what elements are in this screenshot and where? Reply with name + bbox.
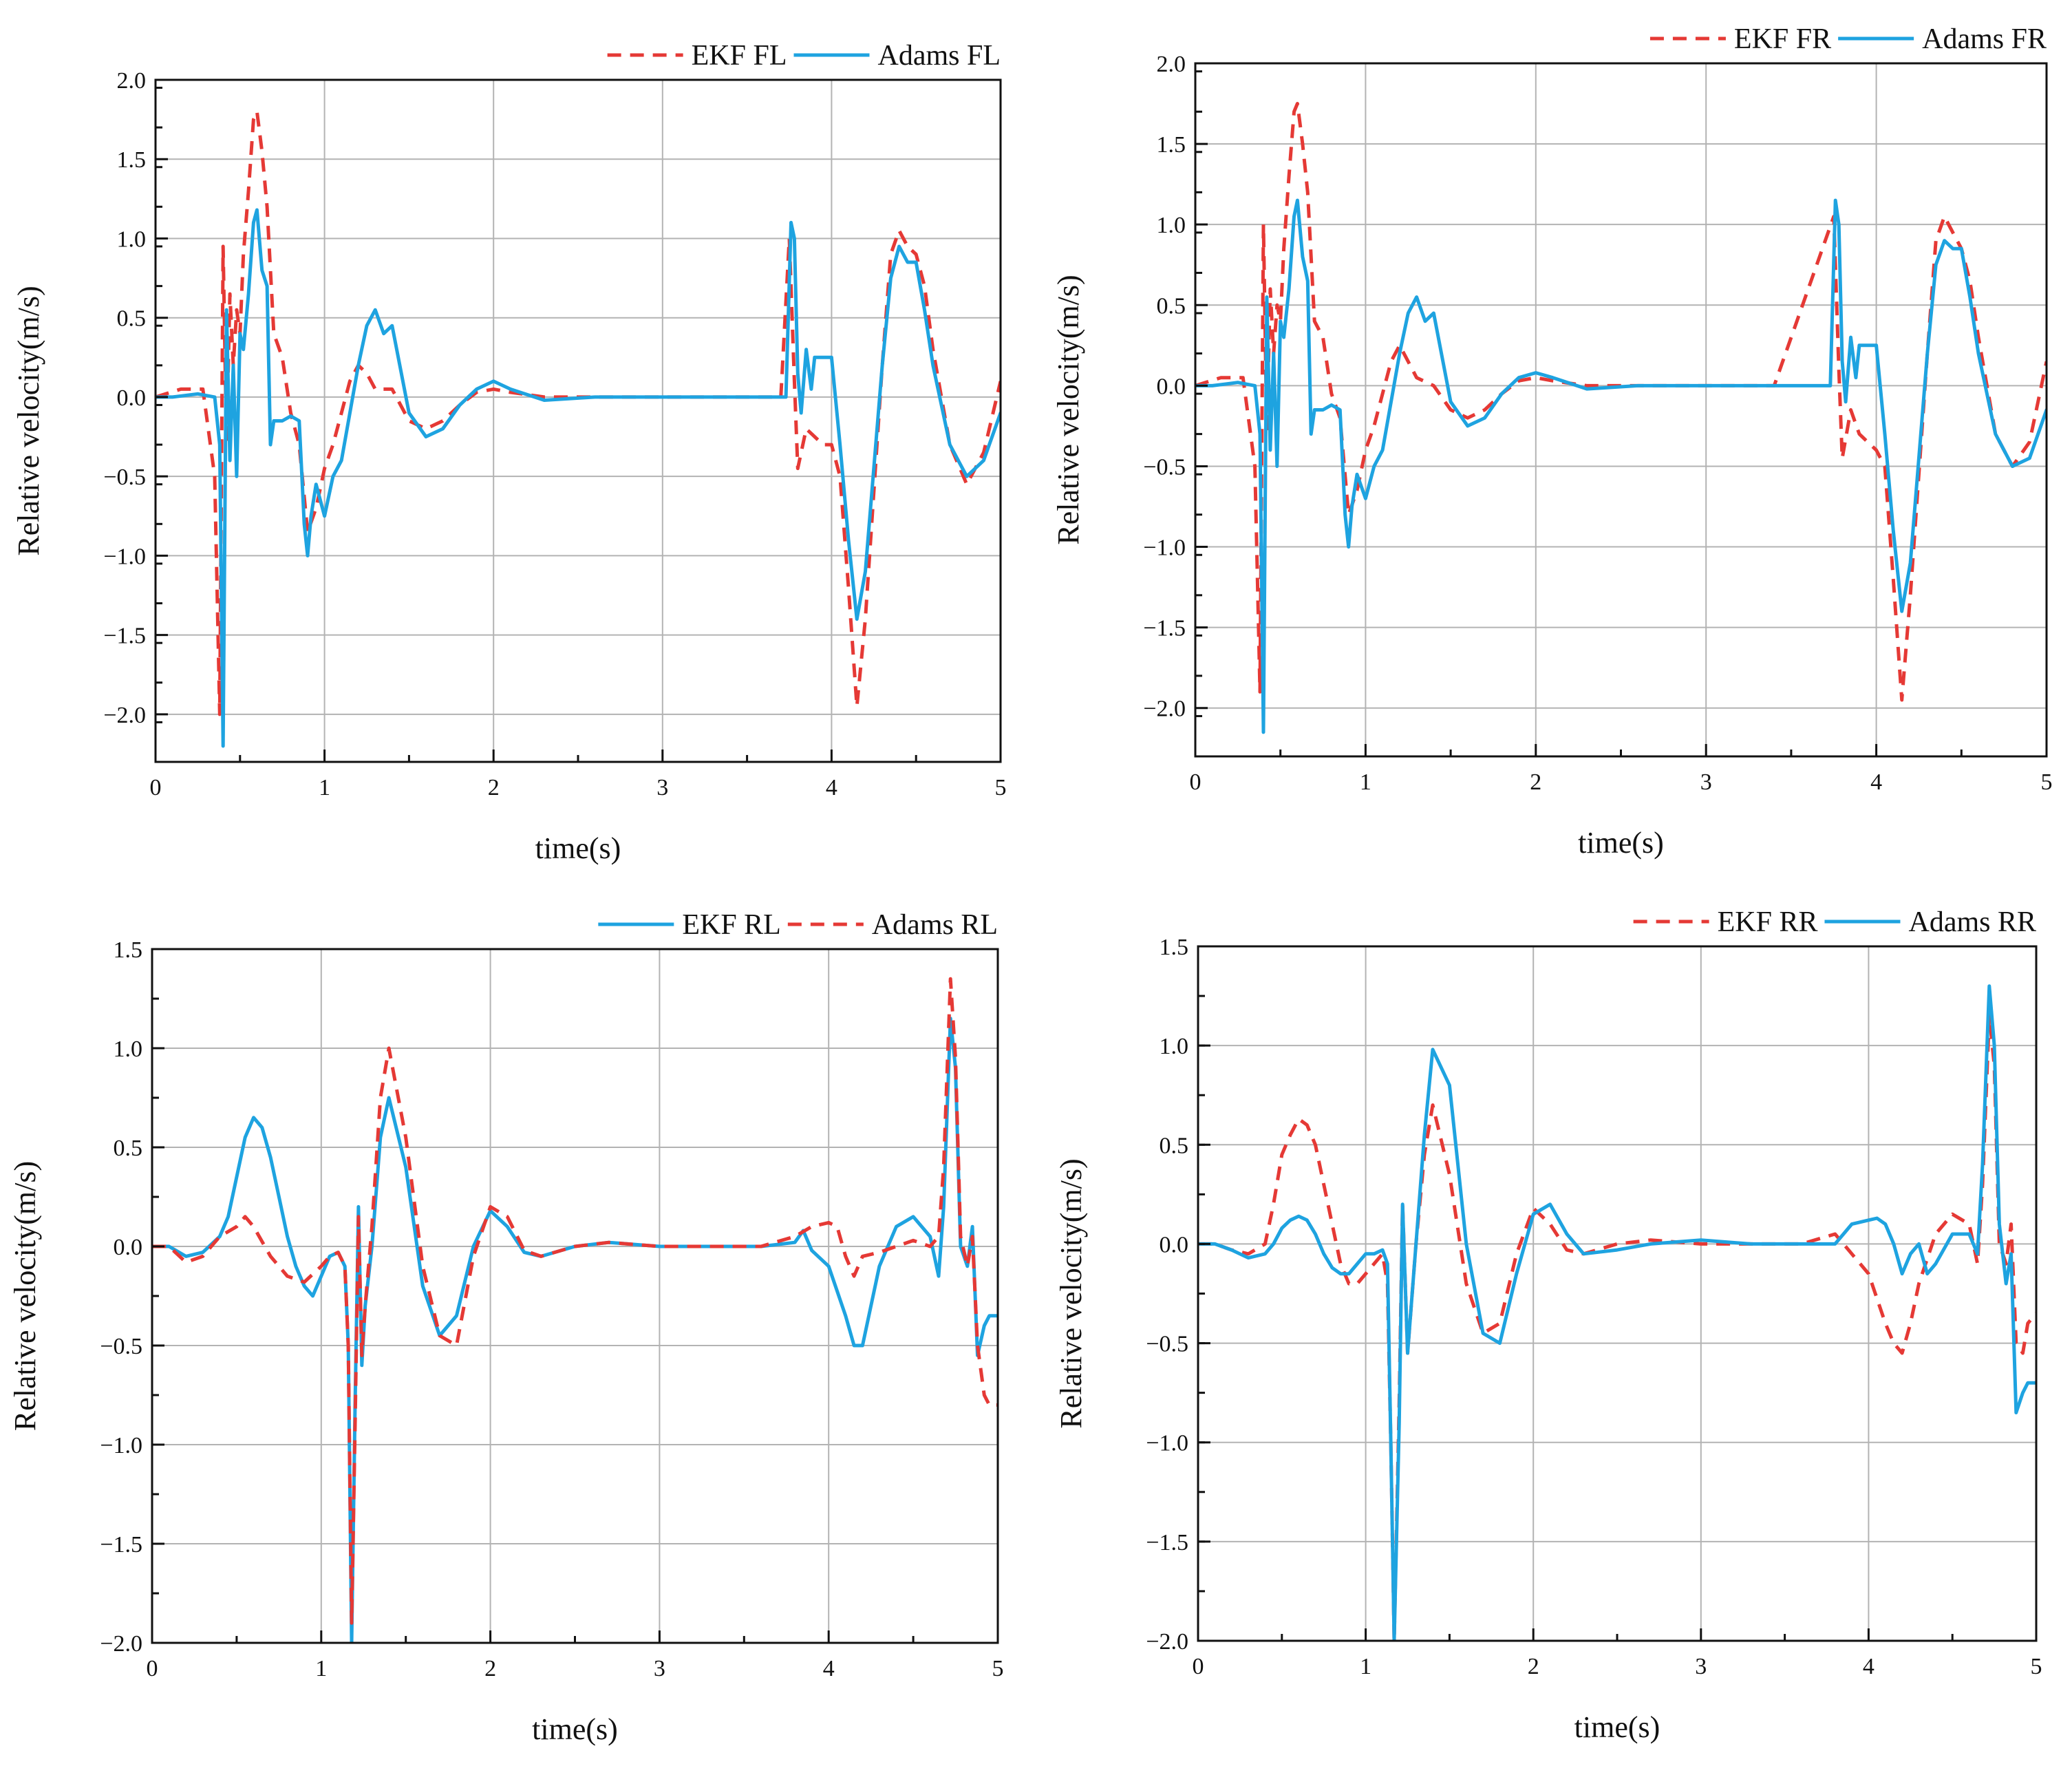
x-tick-label: 5 xyxy=(2041,769,2053,795)
legend-label: EKF FL xyxy=(692,40,787,72)
y-axis-title: Relative velocity(m/s) xyxy=(8,1161,42,1431)
x-tick-label: 3 xyxy=(656,775,668,800)
legend-label: EKF RL xyxy=(682,909,781,941)
x-tick-label: 0 xyxy=(150,775,162,800)
legend-label: Adams FR xyxy=(1922,23,2047,55)
x-tick-label: 3 xyxy=(1695,1654,1707,1679)
y-tick-label: −0.5 xyxy=(103,465,146,490)
legend-label: EKF FR xyxy=(1734,23,1831,55)
y-tick-label: 2.0 xyxy=(1157,52,1186,77)
y-tick-label: 1.0 xyxy=(1157,213,1186,238)
y-tick-label: 1.5 xyxy=(117,147,147,173)
legend: Adams FL EKF FL xyxy=(607,40,1001,72)
y-tick-label: 0.0 xyxy=(1157,374,1186,399)
chart-panel-rl: 0 1 2 3 4 5 1.5 1.0 0.5 0.0 −0.5 −1.0 −1.5 −2.0 time(s… xyxy=(8,909,1004,1746)
x-tick-label: 2 xyxy=(484,1656,496,1681)
y-axis-title: Relative velocity(m/s) xyxy=(1051,275,1085,544)
y-tick-label: 0.0 xyxy=(1160,1232,1189,1257)
y-tick-label: −2.0 xyxy=(103,703,146,728)
series-line-adams-fr xyxy=(1195,198,2047,734)
series-line-adams-rr xyxy=(1198,984,2036,1641)
x-tick-label: 4 xyxy=(826,775,837,800)
y-tick-label: −1.0 xyxy=(103,544,146,569)
legend-label: Adams FL xyxy=(878,40,1001,72)
y-tick-label: −0.5 xyxy=(1143,454,1186,480)
series-line-ekf-fl xyxy=(156,109,1001,716)
x-tick-label: 1 xyxy=(1360,769,1371,795)
y-tick-label: 0.5 xyxy=(1157,293,1186,319)
y-tick-label: 2.0 xyxy=(117,68,147,94)
y-tick-label: 0.0 xyxy=(117,385,147,411)
x-axis-title: time(s) xyxy=(1574,1710,1660,1744)
y-tick-label: 1.0 xyxy=(117,226,147,252)
y-tick-label: −1.0 xyxy=(1143,535,1186,561)
y-axis-title: Relative velocity(m/s) xyxy=(1054,1158,1088,1428)
x-tick-label: 5 xyxy=(995,775,1007,800)
x-tick-label: 1 xyxy=(319,775,330,800)
x-axis-title: time(s) xyxy=(1578,826,1664,860)
y-tick-label: 1.5 xyxy=(114,937,143,963)
y-tick-label: 0.5 xyxy=(1160,1133,1189,1158)
legend-label: EKF RR xyxy=(1718,906,1818,938)
y-tick-label: −2.0 xyxy=(100,1631,142,1657)
x-tick-label: 0 xyxy=(1193,1654,1204,1679)
series-line-ekf-rl xyxy=(152,1017,998,1643)
legend-label: Adams RL xyxy=(872,909,998,941)
y-tick-label: −1.5 xyxy=(1146,1530,1188,1555)
x-tick-label: 5 xyxy=(992,1656,1004,1681)
x-tick-label: 0 xyxy=(1190,769,1201,795)
x-tick-label: 5 xyxy=(2031,1654,2042,1679)
y-tick-label: 1.0 xyxy=(1160,1034,1189,1059)
x-tick-label: 3 xyxy=(654,1656,665,1681)
x-tick-label: 1 xyxy=(1360,1654,1371,1679)
y-tick-label: −2.0 xyxy=(1146,1629,1188,1655)
series-line-ekf-rr xyxy=(1198,1014,2036,1641)
y-tick-label: −1.0 xyxy=(1146,1431,1188,1456)
y-tick-label: −1.0 xyxy=(100,1433,142,1458)
x-tick-label: 2 xyxy=(1528,1654,1539,1679)
y-tick-label: −0.5 xyxy=(1146,1332,1188,1357)
x-tick-label: 1 xyxy=(315,1656,327,1681)
x-axis-title: time(s) xyxy=(532,1712,618,1746)
y-axis-title: Relative velocity(m/s) xyxy=(12,286,45,555)
legend: Adams FR EKF FR xyxy=(1649,23,2047,55)
legend-label: Adams RR xyxy=(1908,906,2036,938)
y-tick-label: −1.5 xyxy=(103,624,146,649)
x-tick-label: 3 xyxy=(1700,769,1712,795)
x-tick-label: 0 xyxy=(147,1656,158,1681)
y-tick-label: 1.5 xyxy=(1157,132,1186,158)
y-tick-label: −1.5 xyxy=(100,1532,142,1558)
x-axis-title: time(s) xyxy=(535,831,621,865)
chart-panel-fl: 0 1 2 3 4 5 2.0 1.5 1.0 0.5 0.0 −0.5 −1.0 −1.5 −2.0 tim… xyxy=(12,40,1007,865)
y-tick-label: 0.5 xyxy=(114,1136,143,1161)
series-line-ekf-fr xyxy=(1195,102,2047,702)
x-tick-label: 4 xyxy=(1863,1654,1875,1679)
y-tick-label: 1.5 xyxy=(1160,935,1189,960)
y-tick-label: 0.5 xyxy=(117,306,147,332)
y-tick-label: −1.5 xyxy=(1143,616,1186,641)
series-line-adams-rl xyxy=(152,977,998,1625)
y-tick-label: 0.0 xyxy=(114,1235,143,1260)
x-tick-label: 2 xyxy=(1530,769,1541,795)
series-line-adams-fl xyxy=(156,208,1001,748)
chart-panel-fr: 0 1 2 3 4 5 2.0 1.5 1.0 0.5 0.0 −0.5 −1.0 −1.5 −2.0 tim… xyxy=(1051,23,2053,860)
plot-frame xyxy=(1197,945,2038,1642)
legend: Adams RR EKF RR xyxy=(1633,906,2036,938)
y-tick-label: 1.0 xyxy=(114,1037,143,1062)
y-tick-label: −2.0 xyxy=(1143,697,1186,722)
x-tick-label: 4 xyxy=(823,1656,835,1681)
y-tick-label: −0.5 xyxy=(100,1334,142,1359)
plot-frame xyxy=(151,948,999,1644)
chart-panel-rr: 0 1 2 3 4 5 1.5 1.0 0.5 0.0 −0.5 −1.0 −1.5 −2.0 time(s… xyxy=(1054,906,2042,1744)
x-tick-label: 2 xyxy=(488,775,500,800)
x-tick-label: 4 xyxy=(1870,769,1882,795)
legend: Adams RL EKF RL xyxy=(598,909,998,941)
